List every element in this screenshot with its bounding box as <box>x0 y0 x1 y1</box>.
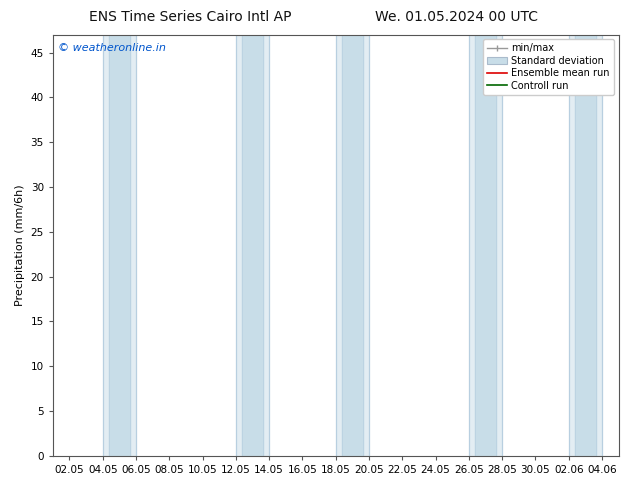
Bar <box>496 35 502 456</box>
Bar <box>569 35 574 456</box>
Bar <box>475 35 496 456</box>
Y-axis label: Precipitation (mm/6h): Precipitation (mm/6h) <box>15 184 25 306</box>
Bar <box>363 35 369 456</box>
Bar <box>109 35 130 456</box>
Text: We. 01.05.2024 00 UTC: We. 01.05.2024 00 UTC <box>375 10 538 24</box>
Legend: min/max, Standard deviation, Ensemble mean run, Controll run: min/max, Standard deviation, Ensemble me… <box>483 40 614 95</box>
Text: © weatheronline.in: © weatheronline.in <box>58 43 166 53</box>
Bar <box>596 35 602 456</box>
Bar <box>469 35 475 456</box>
Bar <box>103 35 109 456</box>
Bar <box>342 35 363 456</box>
Text: ENS Time Series Cairo Intl AP: ENS Time Series Cairo Intl AP <box>89 10 292 24</box>
Bar <box>130 35 136 456</box>
Bar <box>263 35 269 456</box>
Bar <box>574 35 596 456</box>
Bar <box>242 35 263 456</box>
Bar <box>336 35 342 456</box>
Bar <box>236 35 242 456</box>
